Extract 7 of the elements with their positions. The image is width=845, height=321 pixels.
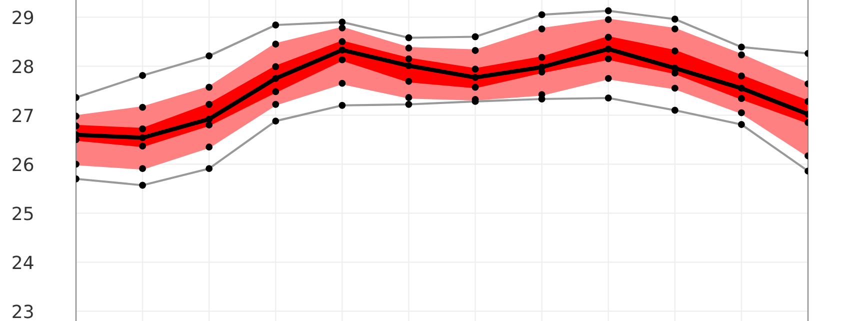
y-tick-label: 28	[12, 60, 34, 74]
y-tick-label: 23	[12, 304, 33, 318]
y-tick-label: 26	[12, 158, 34, 172]
y-tick-label: 27	[12, 108, 33, 122]
y-tick-label: 25	[12, 206, 33, 220]
y-tick-label: 29	[12, 10, 34, 24]
y-tick-label: 24	[12, 256, 34, 270]
